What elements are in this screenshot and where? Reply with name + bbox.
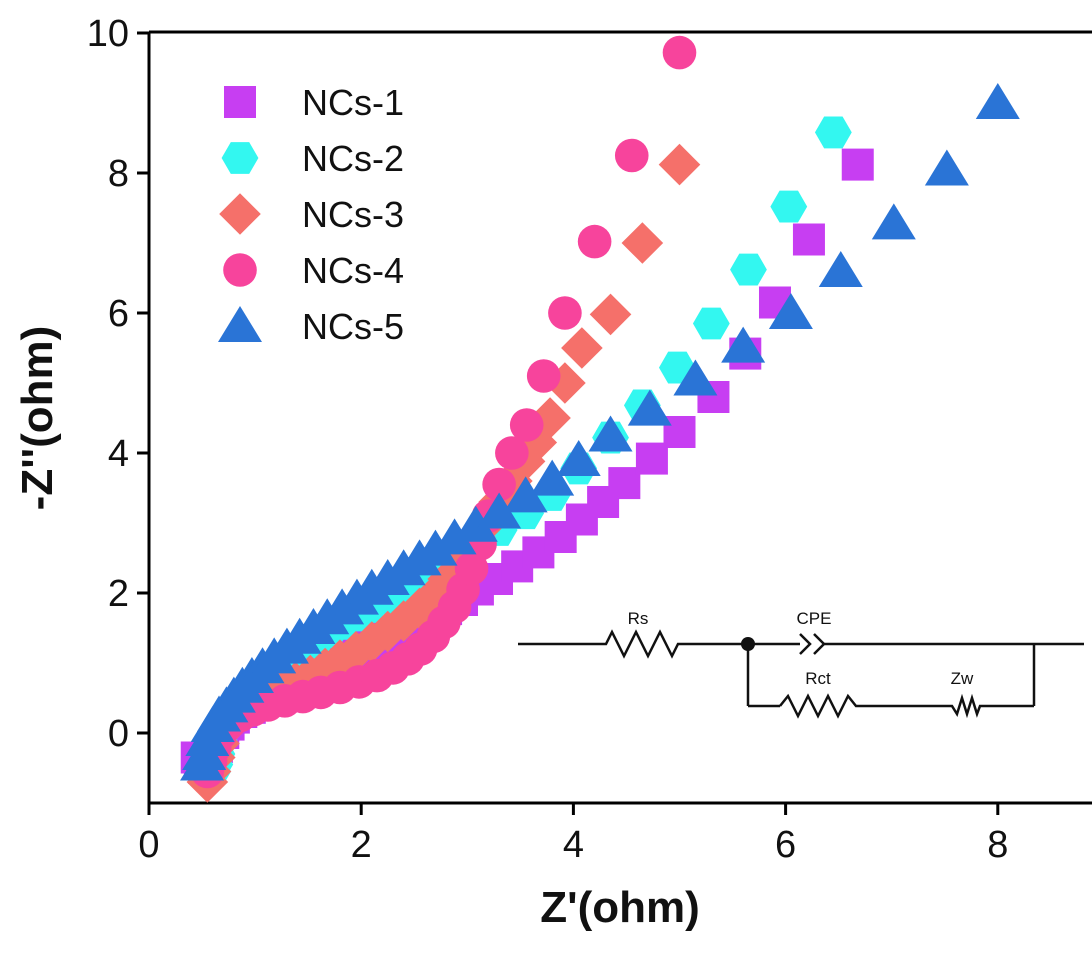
circuit-label-rs: Rs [628, 609, 649, 628]
data-point [453, 505, 498, 542]
y-tick-label: 8 [108, 153, 129, 195]
series-layer [180, 35, 1020, 803]
circuit-node-icon [741, 637, 755, 651]
cpe-element-icon-2 [813, 633, 826, 655]
data-point [924, 149, 969, 186]
x-tick-label: 8 [987, 824, 1008, 866]
y-tick-label: 10 [87, 13, 129, 55]
series-NCs-5 [180, 83, 1020, 781]
data-point [614, 138, 649, 173]
legend-label: NCs-5 [302, 306, 404, 347]
y-axis-title: -Z''(ohm) [13, 326, 62, 511]
tick-group: 0 2 4 6 8 0 2 4 6 8 10 [87, 13, 1009, 866]
legend-marker [219, 193, 261, 235]
legend-label: NCs-3 [302, 194, 404, 235]
data-point [770, 190, 808, 223]
data-point [621, 222, 664, 264]
y-tick-label: 6 [108, 293, 129, 335]
circuit-label-cpe: CPE [797, 609, 832, 628]
legend: NCs-1 NCs-2 NCs-3 NCs-4 NCs-5 [218, 82, 404, 347]
data-point [351, 621, 393, 663]
data-point [662, 35, 697, 70]
data-point [768, 293, 813, 329]
rs-resistor-icon [598, 629, 686, 659]
data-point [577, 224, 612, 259]
rct-resistor-icon [779, 693, 860, 719]
data-point [477, 492, 522, 529]
x-axis-title: Z'(ohm) [540, 883, 700, 932]
x-tick-label: 0 [138, 824, 159, 866]
data-point [503, 476, 548, 513]
data-point [658, 143, 701, 186]
data-point [548, 296, 582, 330]
data-point [692, 307, 730, 340]
data-point [427, 558, 470, 600]
legend-marker [218, 306, 262, 342]
data-point [382, 600, 425, 642]
legend-label: NCs-2 [302, 138, 404, 179]
data-point [673, 359, 718, 396]
data-point [561, 327, 603, 369]
x-tick-label: 6 [775, 824, 796, 866]
data-point [792, 223, 825, 256]
data-point [818, 251, 863, 287]
data-point [635, 442, 668, 475]
data-point [495, 436, 529, 470]
legend-label: NCs-4 [302, 250, 404, 291]
y-tick-label: 0 [108, 713, 129, 755]
data-point [589, 293, 632, 336]
data-point [509, 408, 544, 442]
data-point [730, 253, 767, 286]
data-point [588, 415, 633, 452]
data-point [627, 389, 672, 426]
legend-marker [223, 253, 257, 287]
data-point [526, 359, 561, 393]
y-tick-label: 4 [108, 433, 129, 475]
data-point [413, 529, 458, 566]
data-point [871, 203, 916, 240]
zw-warburg-icon [944, 693, 1034, 719]
data-point [608, 467, 641, 500]
data-point [482, 467, 516, 502]
circuit-label-rct: Rct [805, 669, 831, 688]
data-point [556, 440, 601, 476]
data-point [515, 421, 558, 464]
x-tick-label: 2 [351, 824, 372, 866]
cpe-element-icon [799, 633, 812, 655]
x-tick-label: 4 [563, 824, 584, 866]
axes [147, 30, 1092, 805]
legend-label: NCs-1 [302, 82, 404, 123]
data-point [366, 610, 409, 653]
circuit-label-zw: Zw [951, 669, 974, 688]
data-point [721, 326, 766, 363]
legend-marker [224, 86, 256, 118]
y-tick-label: 2 [108, 573, 129, 615]
data-point [544, 362, 586, 404]
legend-marker [221, 142, 259, 174]
data-point [975, 83, 1020, 119]
data-point [814, 116, 852, 149]
data-point [841, 148, 874, 181]
equivalent-circuit [518, 629, 1084, 719]
data-point [432, 518, 477, 555]
data-point [529, 397, 571, 439]
data-point [530, 459, 575, 496]
